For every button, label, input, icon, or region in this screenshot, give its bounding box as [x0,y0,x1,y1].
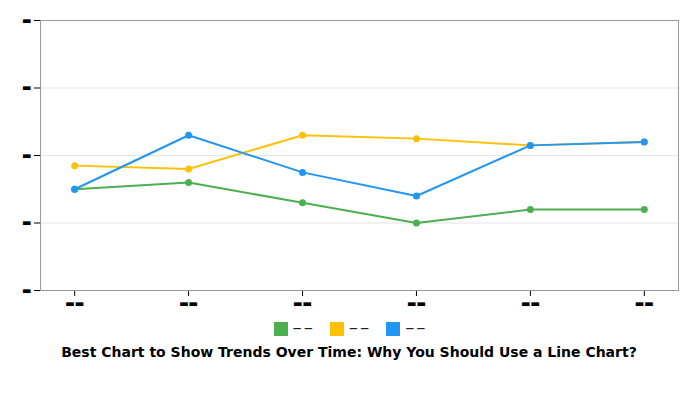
svg-text:▬▬: ▬▬ [407,298,426,309]
svg-text:▬: ▬ [22,217,31,228]
svg-text:▬▬: ▬▬ [293,298,312,309]
svg-text:▬▬: ▬▬ [521,298,540,309]
svg-text:▬: ▬ [22,82,31,93]
svg-text:▬: ▬ [22,150,31,161]
html-text:Best Chart to Show Trends Over: Best Chart to Show Trends Over Time: Why… [61,344,637,360]
svg-text:▬▬: ▬▬ [65,298,84,309]
svg-text:▬▬: ▬▬ [179,298,198,309]
svg-text:▬: ▬ [22,285,31,296]
svg-text:▬▬: ▬▬ [635,298,654,309]
svg-text:▬: ▬ [22,15,31,26]
